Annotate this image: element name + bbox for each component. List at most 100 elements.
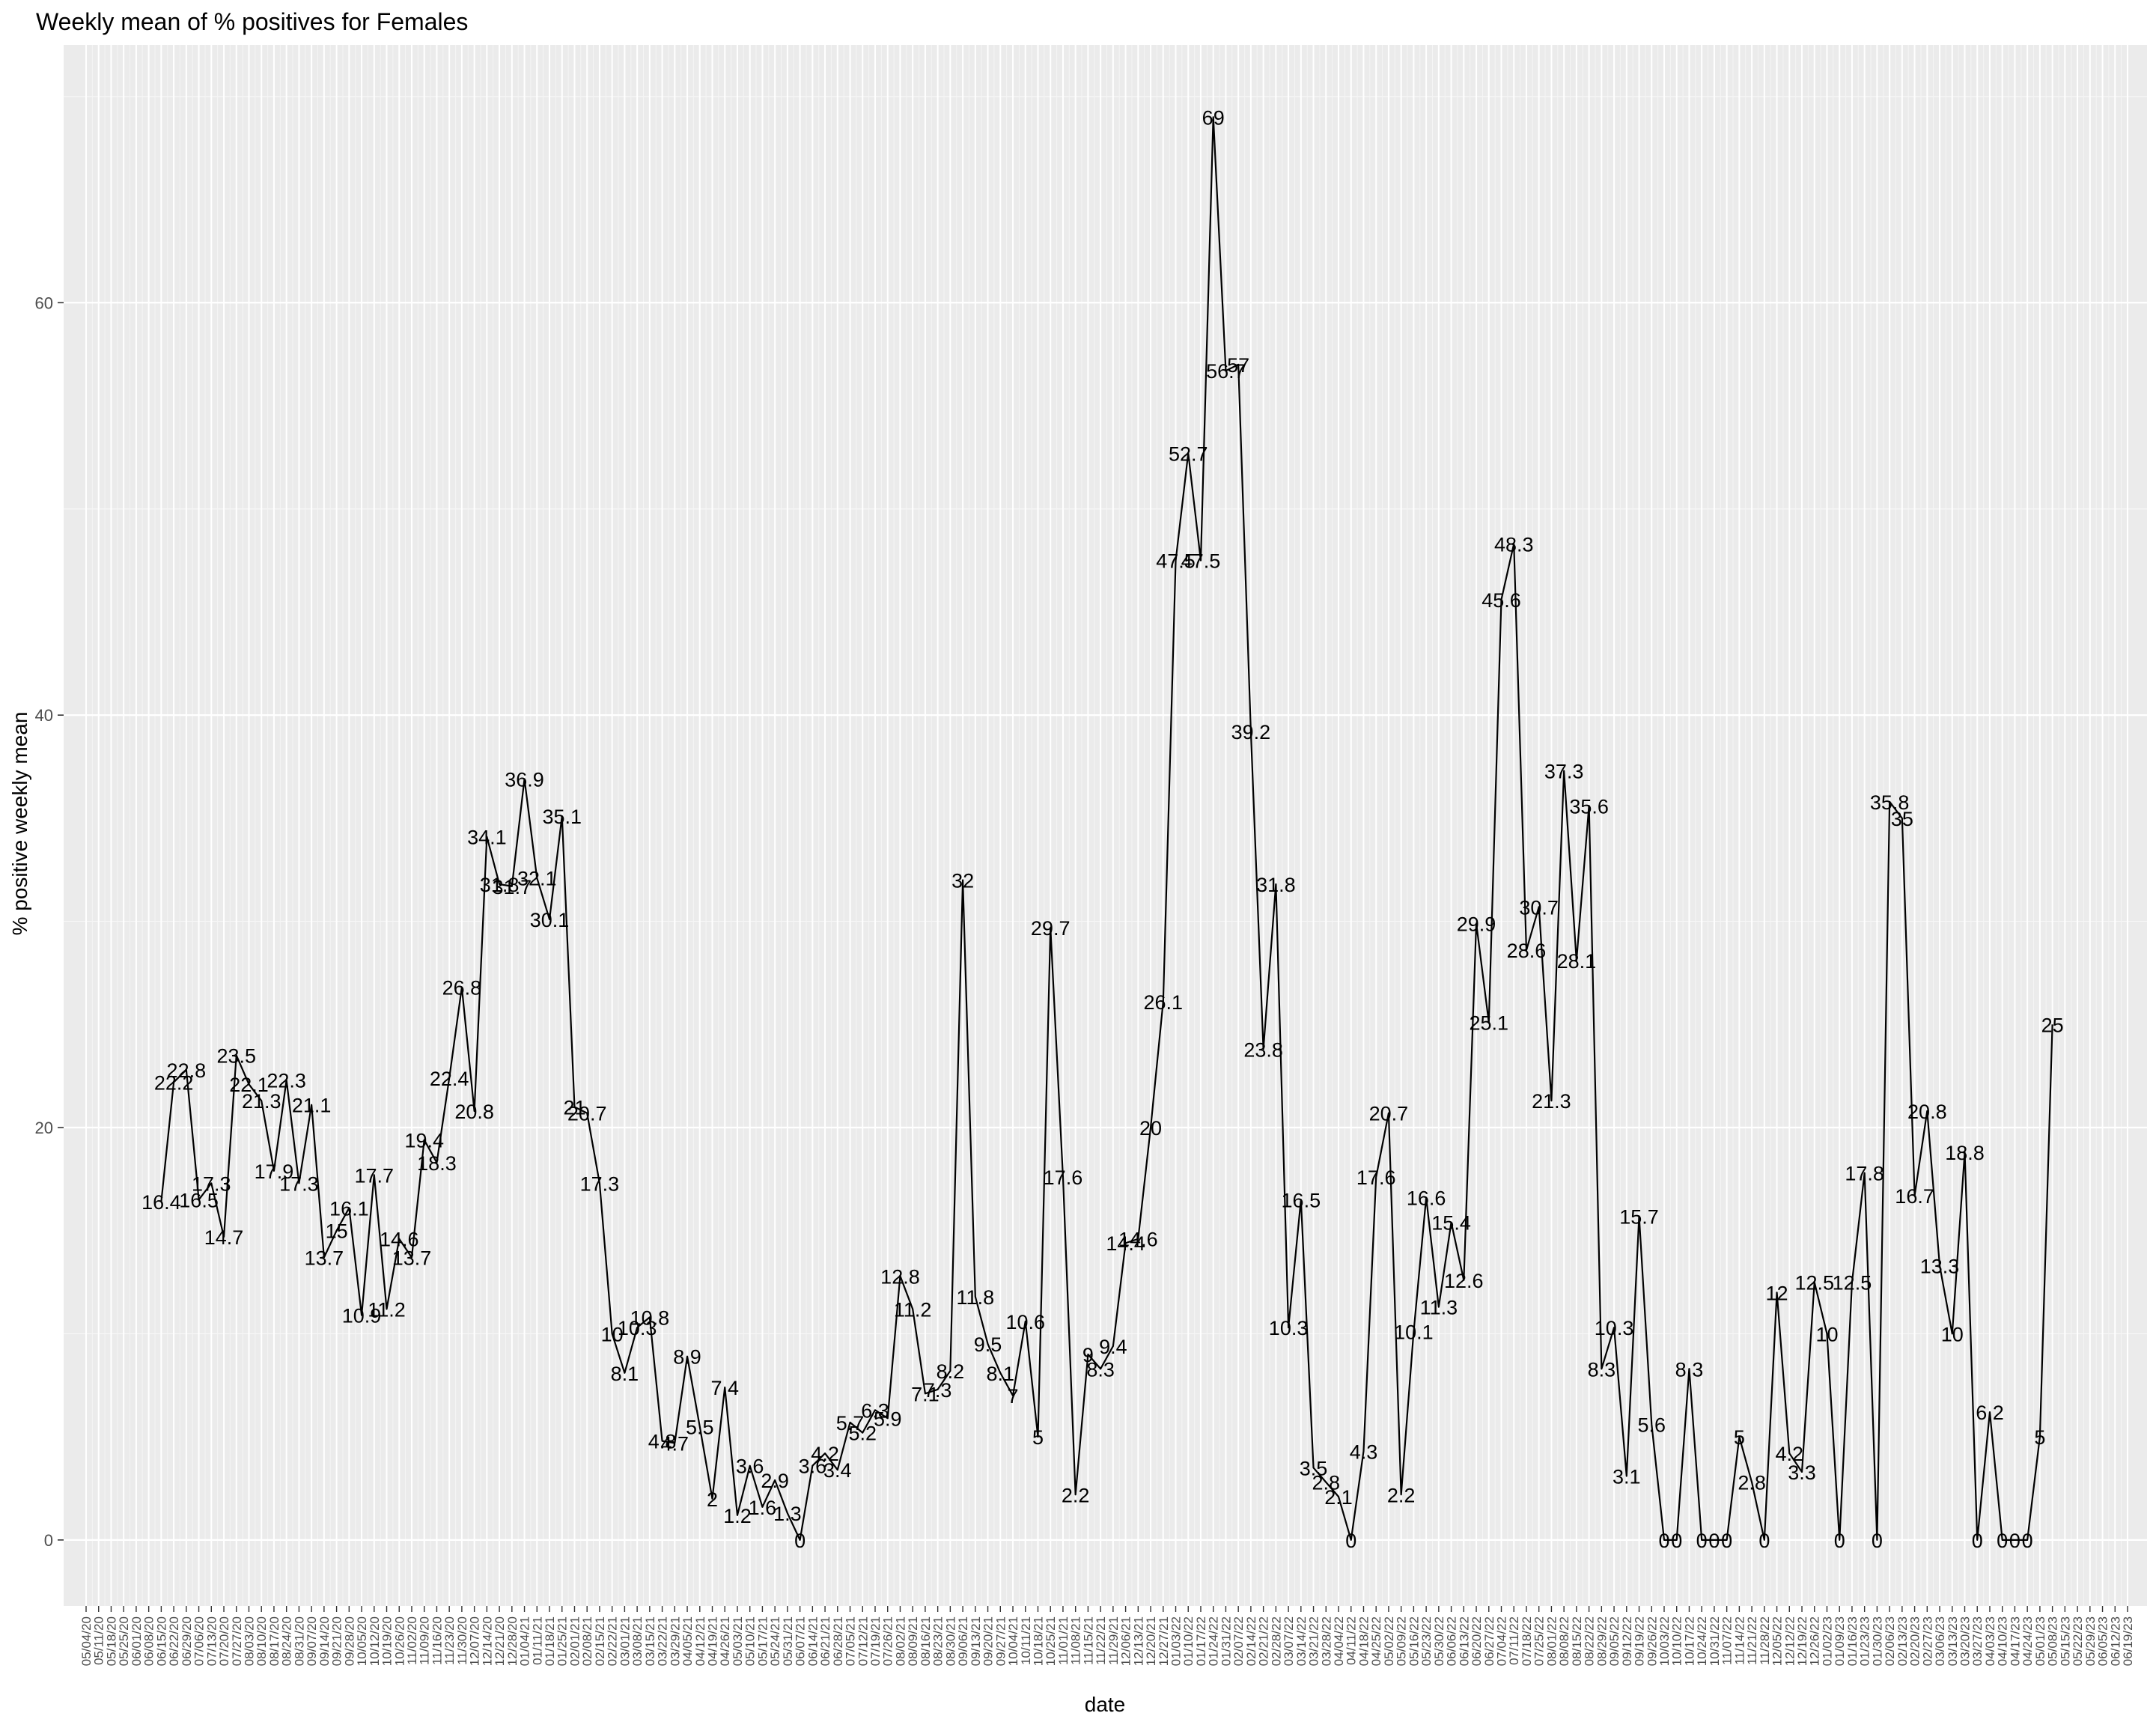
data-label: 37.3	[1544, 761, 1584, 783]
x-tick-label: 02/01/21	[567, 1616, 582, 1666]
y-tick-label: 40	[35, 706, 53, 725]
data-label: 15.7	[1619, 1205, 1659, 1228]
data-label: 8.3	[1086, 1358, 1115, 1381]
data-label: 25.1	[1469, 1012, 1508, 1035]
data-label: 10.1	[1394, 1321, 1434, 1344]
x-tick-label: 01/16/23	[1845, 1616, 1860, 1666]
x-tick-label: 01/31/22	[1219, 1616, 1233, 1666]
x-tick-label: 02/13/23	[1895, 1616, 1910, 1666]
x-tick-label: 05/17/21	[755, 1616, 770, 1666]
data-label: 8.9	[673, 1346, 701, 1369]
x-tick-label: 10/10/22	[1670, 1616, 1684, 1666]
data-label: 20	[1139, 1117, 1162, 1140]
data-label: 10	[1815, 1323, 1838, 1345]
x-tick-label: 03/29/21	[668, 1616, 682, 1666]
x-tick-label: 08/03/20	[242, 1616, 256, 1666]
y-axis-title: % positive weekly mean	[8, 712, 31, 936]
x-tick-label: 01/18/21	[543, 1616, 557, 1666]
x-tick-label: 05/30/22	[1432, 1616, 1446, 1666]
x-tick-label: 05/24/21	[768, 1616, 782, 1666]
x-tick-label: 10/17/22	[1682, 1616, 1696, 1666]
x-tick-label: 11/21/22	[1745, 1616, 1759, 1665]
data-label: 1.3	[773, 1503, 802, 1525]
data-label: 8.2	[937, 1360, 965, 1383]
y-tick-label: 20	[35, 1119, 53, 1137]
x-tick-label: 03/14/22	[1294, 1616, 1309, 1666]
data-label: 17.9	[255, 1160, 294, 1183]
x-tick-label: 11/29/21	[1106, 1616, 1121, 1665]
x-tick-label: 11/07/22	[1720, 1616, 1735, 1665]
data-label: 12.5	[1794, 1272, 1834, 1294]
x-tick-label: 04/04/22	[1332, 1616, 1346, 1666]
x-tick-label: 06/01/20	[130, 1616, 144, 1666]
data-label: 25	[2041, 1014, 2064, 1036]
x-tick-label: 06/22/20	[167, 1616, 181, 1666]
data-label: 0	[1708, 1530, 1720, 1552]
data-label: 11.2	[368, 1298, 406, 1321]
data-label: 0	[1834, 1530, 1845, 1552]
data-label: 35.8	[1870, 791, 1910, 814]
data-label: 0	[1872, 1530, 1883, 1552]
y-tick-label: 60	[35, 293, 53, 312]
data-label: 36.9	[505, 769, 544, 791]
data-label: 0	[1345, 1530, 1356, 1552]
data-label: 0	[1972, 1530, 1983, 1552]
x-tick-label: 01/04/21	[518, 1616, 532, 1666]
x-tick-label: 11/01/21	[1056, 1616, 1071, 1665]
data-label: 0	[1696, 1530, 1708, 1552]
x-tick-label: 11/16/20	[430, 1616, 444, 1665]
data-label: 1.6	[749, 1497, 777, 1519]
data-label: 18.3	[417, 1152, 457, 1175]
x-tick-label: 01/11/21	[530, 1616, 544, 1665]
x-tick-label: 10/31/22	[1708, 1616, 1722, 1666]
data-label: 2	[707, 1488, 718, 1511]
data-label: 23.5	[216, 1045, 256, 1068]
data-label: 17.3	[192, 1172, 231, 1195]
x-tick-label: 04/11/22	[1345, 1616, 1359, 1665]
x-tick-label: 10/19/20	[380, 1616, 395, 1666]
x-tick-label: 12/21/20	[493, 1616, 507, 1666]
data-label: 8.1	[611, 1363, 639, 1385]
data-label: 0	[1658, 1530, 1669, 1552]
x-tick-label: 03/01/21	[618, 1616, 632, 1666]
x-tick-label: 06/05/23	[2096, 1616, 2110, 1666]
data-label: 35.1	[542, 806, 582, 828]
data-label: 17.3	[279, 1172, 319, 1195]
x-tick-label: 12/26/22	[1808, 1616, 1822, 1666]
data-labels: 16.422.222.816.517.314.723.522.121.317.9…	[141, 106, 2064, 1551]
data-label: 29.7	[1031, 917, 1071, 940]
data-label: 8.3	[1675, 1358, 1704, 1381]
data-label: 5.5	[686, 1416, 714, 1438]
x-tick-label: 08/16/21	[919, 1616, 933, 1666]
x-tick-label: 08/24/20	[280, 1616, 294, 1666]
data-label: 31.7	[493, 876, 532, 898]
data-label: 20.8	[1907, 1101, 1947, 1123]
data-label: 35	[1891, 808, 1913, 830]
data-label: 52.7	[1169, 442, 1208, 465]
data-label: 11.8	[957, 1286, 995, 1309]
x-tick-label: 04/24/23	[2021, 1616, 2035, 1666]
series-line	[160, 116, 2053, 1541]
data-label: 19.4	[404, 1130, 444, 1152]
data-label: 4.2	[1776, 1443, 1804, 1465]
x-tick-label: 02/14/22	[1244, 1616, 1258, 1666]
data-label: 1.2	[723, 1505, 752, 1527]
x-tick-label: 01/24/22	[1207, 1616, 1221, 1666]
data-label: 21	[563, 1096, 585, 1119]
data-label: 0	[1721, 1530, 1732, 1552]
data-label: 45.6	[1482, 589, 1521, 612]
data-label: 26.8	[442, 977, 482, 1000]
data-label: 22.4	[430, 1068, 469, 1090]
x-tick-label: 02/22/21	[606, 1616, 620, 1666]
x-tick-label: 11/22/21	[1094, 1616, 1108, 1665]
x-tick-label: 07/27/20	[230, 1616, 244, 1666]
y-axis: 0 20 40 60	[35, 293, 64, 1550]
data-label: 8.1	[987, 1363, 1015, 1385]
data-label: 20.8	[454, 1101, 494, 1123]
x-tick-label: 02/15/21	[593, 1616, 607, 1666]
data-label: 10	[601, 1323, 624, 1345]
x-tick-label: 06/12/23	[2108, 1616, 2122, 1666]
x-tick-label: 07/18/22	[1520, 1616, 1534, 1666]
x-tick-label: 10/12/20	[368, 1616, 382, 1666]
x-tick-label: 12/14/20	[480, 1616, 494, 1666]
